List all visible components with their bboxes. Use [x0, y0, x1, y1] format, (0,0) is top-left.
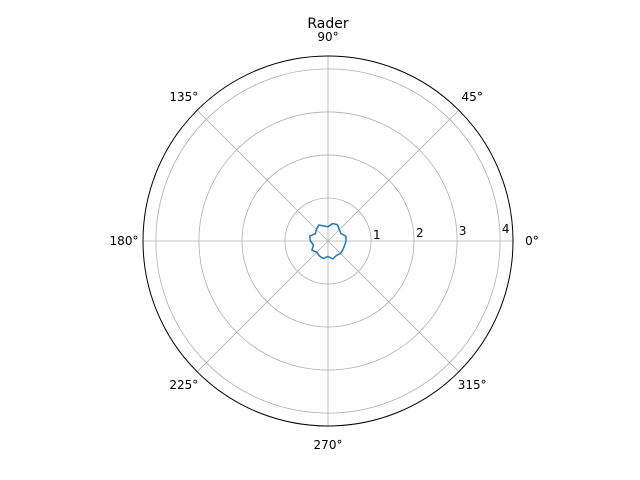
theta-grid-line-3	[196, 109, 329, 242]
theta-grid-line-7	[327, 240, 460, 373]
r-tick-label: 2	[416, 226, 424, 240]
grid-layer	[142, 55, 514, 427]
theta-tick-label: 0°	[525, 234, 539, 248]
label-layer: 0° 45° 90° 135° 180° 225° 270° 315° 1 2 3 4	[110, 30, 539, 452]
chart-title: Rader	[307, 16, 348, 32]
theta-tick-label: 315°	[458, 378, 487, 392]
theta-tick-label: 135°	[169, 90, 198, 104]
series-layer	[308, 222, 347, 260]
theta-tick-label: 180°	[110, 234, 139, 248]
theta-grid-line-1	[327, 109, 460, 242]
theta-tick-label: 270°	[314, 438, 343, 452]
r-tick-label: 1	[373, 228, 381, 242]
r-tick-label: 3	[459, 224, 467, 238]
theta-tick-label: 225°	[169, 378, 198, 392]
series-line-1	[308, 222, 347, 260]
r-tick-label: 4	[502, 222, 510, 236]
polar-frame	[142, 55, 514, 427]
theta-tick-label: 90°	[317, 30, 338, 44]
theta-grid-line-5	[196, 240, 329, 373]
theta-tick-label: 45°	[462, 90, 483, 104]
